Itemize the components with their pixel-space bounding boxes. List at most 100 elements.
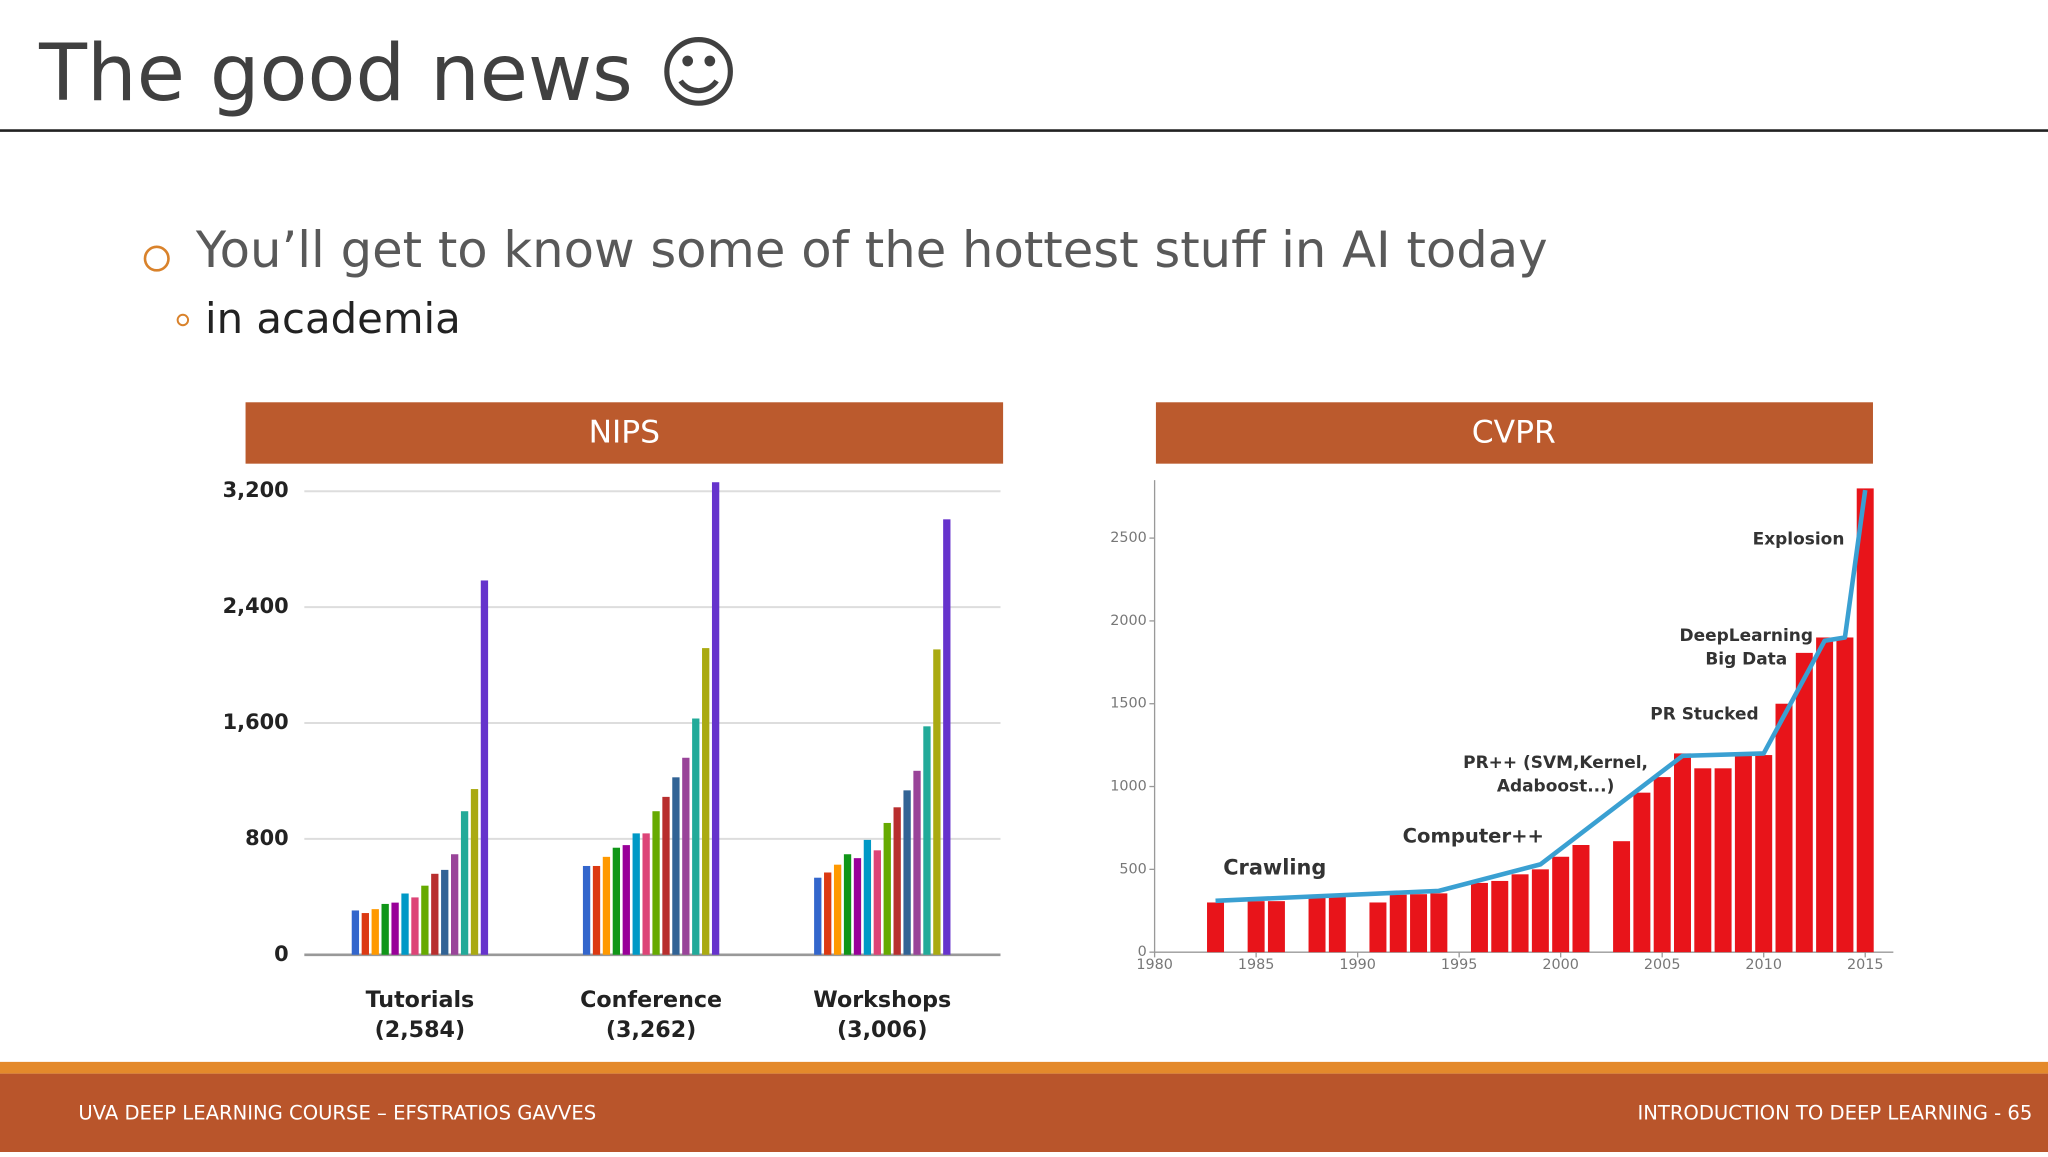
bar — [470, 789, 479, 955]
x-category-note: (3,262) — [606, 1017, 696, 1043]
bullet-text: You’ll get to know some of the hottest s… — [195, 221, 1548, 279]
y-tick-label: 2500 — [1110, 530, 1147, 546]
annotation: Crawling — [1223, 856, 1326, 880]
y-tick-label: 2,400 — [223, 594, 289, 618]
bar — [853, 858, 862, 955]
bar — [602, 856, 611, 955]
bar — [923, 726, 931, 955]
slide-title: The good news ☺ — [38, 28, 739, 119]
y-tick-label: 500 — [1119, 861, 1146, 877]
y-tick-label: 1000 — [1110, 779, 1147, 795]
sub-bullet-text: in academia — [205, 294, 461, 343]
bar — [642, 833, 650, 955]
y-tick-label: 3,200 — [223, 478, 289, 502]
x-tick-label: 1985 — [1238, 957, 1275, 973]
bar — [1552, 856, 1570, 953]
bar — [622, 845, 630, 955]
bar — [863, 839, 872, 955]
bar — [1775, 703, 1793, 953]
y-tick-label: 2000 — [1110, 613, 1147, 629]
bar — [381, 903, 389, 955]
panel-title: CVPR — [1472, 415, 1556, 451]
bar — [1633, 792, 1651, 953]
x-category-note: (2,584) — [375, 1017, 465, 1043]
x-tick-label: 1995 — [1441, 957, 1478, 973]
bar — [1267, 901, 1285, 953]
bar — [1389, 894, 1407, 953]
bar — [1410, 894, 1428, 953]
x-tick-label: 2000 — [1542, 957, 1579, 973]
bar — [711, 482, 720, 955]
bar — [833, 864, 842, 955]
x-tick-label: 1990 — [1339, 957, 1376, 973]
bar — [843, 854, 852, 955]
x-category-label: Conference — [580, 987, 722, 1013]
annotation: Big Data — [1705, 650, 1787, 670]
bar — [421, 885, 429, 955]
bar — [401, 893, 409, 955]
bar — [702, 648, 710, 955]
annotation: PR Stucked — [1650, 704, 1758, 724]
bar — [582, 865, 591, 955]
bar — [873, 850, 881, 955]
bar — [1816, 637, 1834, 953]
bar — [1694, 768, 1712, 953]
trend-line — [1215, 489, 1868, 904]
bar — [824, 872, 832, 955]
bar — [1836, 637, 1854, 953]
bar — [391, 902, 399, 955]
annotation: PR++ (SVM,Kernel, — [1463, 753, 1648, 773]
x-category-note: (3,006) — [837, 1017, 927, 1043]
bar — [480, 580, 489, 955]
bar — [460, 811, 469, 955]
bar — [1430, 893, 1448, 953]
bar — [933, 649, 941, 955]
y-tick-label: 1500 — [1110, 696, 1147, 712]
bar — [1247, 901, 1265, 953]
bar — [893, 807, 901, 955]
bar — [1470, 882, 1488, 953]
bar — [1369, 902, 1387, 953]
bar — [1653, 777, 1671, 953]
bar — [1511, 874, 1529, 953]
footer-left: UVA DEEP LEARNING COURSE – EFSTRATIOS GA… — [78, 1102, 596, 1125]
bar — [441, 869, 449, 955]
bar — [1491, 880, 1509, 953]
annotation: Computer++ — [1403, 825, 1544, 848]
bar — [1714, 768, 1732, 953]
bar — [883, 822, 891, 955]
y-tick-label: 800 — [245, 826, 289, 850]
footer-right: INTRODUCTION TO DEEP LEARNING - 65 — [1637, 1102, 2032, 1125]
bar — [682, 757, 690, 955]
bar — [1531, 869, 1549, 953]
bar — [1207, 902, 1225, 953]
bar — [652, 811, 660, 955]
bar — [612, 847, 621, 955]
sub-bullet-marker — [176, 313, 190, 327]
x-category-label: Workshops — [813, 987, 951, 1013]
bar — [351, 910, 360, 955]
x-tick-label: 2010 — [1745, 957, 1782, 973]
annotation: Adaboost...) — [1497, 776, 1614, 796]
footer-strip — [0, 1061, 2048, 1074]
y-tick-label: 1,600 — [223, 710, 289, 734]
x-tick-label: 2015 — [1847, 957, 1884, 973]
bar — [371, 909, 379, 955]
bar — [361, 913, 369, 955]
bar — [913, 770, 921, 955]
footer-bar — [0, 1073, 2048, 1152]
annotation: DeepLearning — [1680, 626, 1814, 646]
x-tick-label: 1980 — [1136, 957, 1173, 973]
bar — [1856, 488, 1874, 953]
bar — [1795, 652, 1813, 953]
panel-title: NIPS — [589, 415, 660, 451]
bar — [943, 519, 951, 955]
bar — [411, 897, 419, 955]
bar — [1572, 845, 1590, 953]
bullet-marker — [143, 245, 170, 272]
bar — [1755, 755, 1773, 953]
bar — [692, 718, 700, 955]
bar — [451, 854, 459, 955]
